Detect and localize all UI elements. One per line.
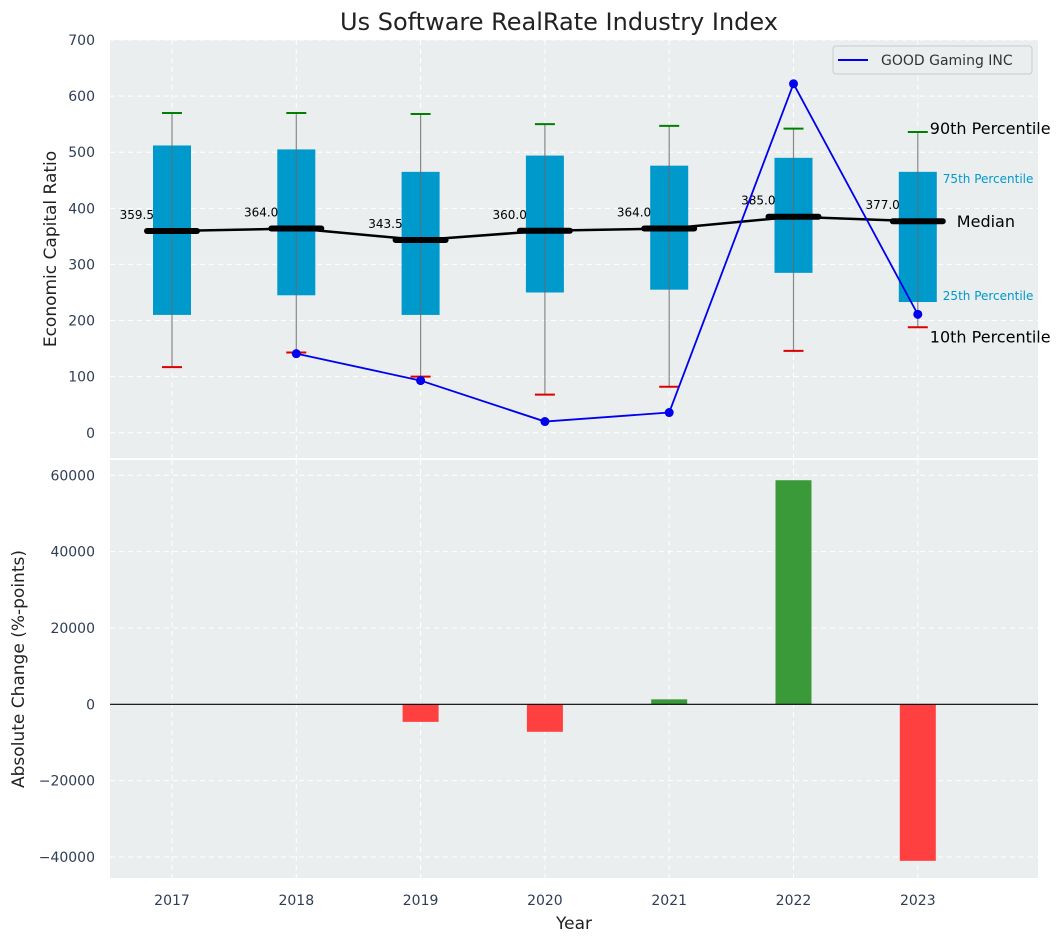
top-panel-plot: 359.5 364.0 343.5 360.0 364.0 385.0 377.0 90th … bbox=[120, 79, 1051, 427]
bottom-y-axis-label: Absolute Change (%-points) bbox=[9, 550, 29, 788]
company-point bbox=[789, 79, 798, 89]
x-axis-label: Year bbox=[555, 914, 592, 934]
bottom-y-tick-label: 0 bbox=[86, 697, 95, 713]
annotation-25th-percentile: 25th Percentile bbox=[943, 289, 1034, 303]
bottom-y-tick-label: −40000 bbox=[39, 850, 95, 866]
change-bar bbox=[651, 699, 688, 705]
change-bar bbox=[402, 704, 439, 722]
top-y-tick-label: 500 bbox=[68, 145, 95, 161]
top-y-tick-label: 400 bbox=[68, 201, 95, 217]
top-y-axis-label: Economic Capital Ratio bbox=[41, 151, 61, 347]
x-tick-label: 2018 bbox=[278, 893, 314, 909]
bottom-y-tick-label: 40000 bbox=[50, 545, 95, 561]
x-tick-label: 2020 bbox=[527, 893, 563, 909]
bottom-y-tick-label: 20000 bbox=[50, 621, 95, 637]
annotation-median: Median bbox=[957, 212, 1015, 231]
bottom-panel-plot bbox=[110, 480, 1038, 861]
x-tick-label: 2023 bbox=[900, 893, 936, 909]
bottom-panel-y-axis: −40000 −20000 0 20000 40000 60000 bbox=[39, 468, 95, 866]
legend-label-company: GOOD Gaming INC bbox=[881, 53, 1013, 69]
top-y-tick-label: 300 bbox=[68, 257, 95, 273]
median-value-label: 364.0 bbox=[617, 206, 651, 220]
top-y-tick-label: 0 bbox=[86, 426, 95, 442]
annotation-10th-percentile: 10th Percentile bbox=[930, 327, 1051, 346]
company-point bbox=[416, 376, 426, 386]
company-point bbox=[664, 408, 674, 418]
bottom-y-tick-label: −20000 bbox=[39, 774, 95, 790]
annotation-90th-percentile: 90th Percentile bbox=[930, 119, 1051, 138]
company-line bbox=[296, 81, 919, 423]
top-y-tick-label: 700 bbox=[68, 33, 95, 49]
median-value-label: 343.5 bbox=[368, 217, 402, 231]
bottom-y-tick-label: 60000 bbox=[50, 468, 95, 484]
company-point bbox=[540, 417, 550, 427]
x-tick-label: 2019 bbox=[403, 893, 439, 909]
change-bar bbox=[775, 480, 812, 705]
top-panel-y-axis: 0 100 200 300 400 500 600 700 bbox=[68, 33, 95, 442]
x-tick-label: 2017 bbox=[154, 893, 190, 909]
x-axis: 2017 2018 2019 2020 2021 2022 2023 bbox=[154, 893, 935, 909]
legend-box bbox=[832, 45, 1033, 75]
median-value-label: 360.0 bbox=[493, 208, 527, 222]
change-bar bbox=[899, 704, 936, 861]
top-y-tick-label: 600 bbox=[68, 89, 95, 105]
annotation-75th-percentile: 75th Percentile bbox=[943, 172, 1034, 186]
company-point bbox=[913, 309, 923, 319]
bottom-panel-background bbox=[110, 460, 1038, 878]
x-tick-label: 2021 bbox=[651, 893, 687, 909]
change-bar bbox=[526, 704, 563, 732]
median-value-label: 364.0 bbox=[244, 206, 278, 220]
top-y-tick-label: 100 bbox=[68, 370, 95, 386]
median-value-label: 377.0 bbox=[865, 198, 899, 212]
top-y-tick-label: 200 bbox=[68, 314, 95, 330]
company-point bbox=[291, 349, 301, 359]
legend: GOOD Gaming INC bbox=[832, 45, 1033, 75]
median-value-label: 359.5 bbox=[120, 208, 154, 222]
chart-title: Us Software RealRate Industry Index bbox=[340, 8, 778, 36]
x-tick-label: 2022 bbox=[776, 893, 812, 909]
median-value-label: 385.0 bbox=[741, 194, 775, 208]
